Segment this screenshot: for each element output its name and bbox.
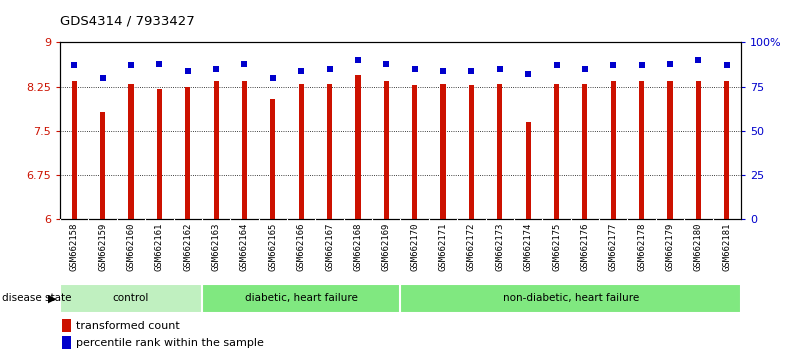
Text: control: control	[113, 293, 149, 303]
Text: GSM662173: GSM662173	[495, 223, 505, 271]
Text: GSM662158: GSM662158	[70, 223, 78, 271]
Bar	[469, 85, 474, 219]
Text: GSM662159: GSM662159	[99, 223, 107, 271]
Text: diabetic, heart failure: diabetic, heart failure	[245, 293, 358, 303]
Text: GSM662163: GSM662163	[211, 223, 220, 271]
Bar	[62, 319, 70, 332]
Bar	[60, 284, 202, 313]
Bar	[356, 75, 360, 219]
Bar	[327, 84, 332, 219]
Bar	[384, 81, 388, 219]
Bar	[610, 81, 616, 219]
Bar	[100, 112, 105, 219]
Bar	[400, 284, 741, 313]
Text: GSM662180: GSM662180	[694, 223, 702, 271]
Text: GSM662167: GSM662167	[325, 223, 334, 271]
Text: GSM662166: GSM662166	[296, 223, 306, 271]
Text: transformed count: transformed count	[75, 321, 179, 331]
Text: GSM662176: GSM662176	[581, 223, 590, 271]
Text: ▶: ▶	[47, 293, 56, 303]
Text: GSM662168: GSM662168	[353, 223, 362, 271]
Bar	[202, 284, 400, 313]
Text: percentile rank within the sample: percentile rank within the sample	[75, 338, 264, 348]
Text: GSM662172: GSM662172	[467, 223, 476, 271]
Text: GSM662170: GSM662170	[410, 223, 419, 271]
Text: non-diabetic, heart failure: non-diabetic, heart failure	[502, 293, 639, 303]
Text: GSM662171: GSM662171	[439, 223, 448, 271]
Text: GSM662174: GSM662174	[524, 223, 533, 271]
Text: disease state: disease state	[2, 293, 71, 303]
Bar	[724, 81, 729, 219]
Bar	[441, 84, 445, 219]
Bar	[62, 336, 70, 349]
Text: GSM662181: GSM662181	[723, 223, 731, 271]
Text: GSM662162: GSM662162	[183, 223, 192, 271]
Text: GSM662175: GSM662175	[552, 223, 561, 271]
Bar	[157, 88, 162, 219]
Text: GSM662165: GSM662165	[268, 223, 277, 271]
Text: GSM662161: GSM662161	[155, 223, 164, 271]
Text: GSM662164: GSM662164	[240, 223, 249, 271]
Text: GDS4314 / 7933427: GDS4314 / 7933427	[60, 14, 195, 27]
Bar	[554, 84, 559, 219]
Bar	[497, 84, 502, 219]
Bar	[72, 81, 77, 219]
Text: GSM662160: GSM662160	[127, 223, 135, 271]
Bar	[299, 84, 304, 219]
Bar	[413, 85, 417, 219]
Bar	[128, 84, 134, 219]
Text: GSM662179: GSM662179	[666, 223, 674, 271]
Text: GSM662177: GSM662177	[609, 223, 618, 271]
Bar	[185, 87, 191, 219]
Bar	[525, 122, 531, 219]
Bar	[582, 84, 587, 219]
Text: GSM662178: GSM662178	[637, 223, 646, 271]
Text: GSM662169: GSM662169	[382, 223, 391, 271]
Bar	[667, 81, 673, 219]
Bar	[214, 81, 219, 219]
Bar	[696, 81, 701, 219]
Bar	[639, 81, 644, 219]
Bar	[242, 81, 247, 219]
Bar	[270, 98, 276, 219]
